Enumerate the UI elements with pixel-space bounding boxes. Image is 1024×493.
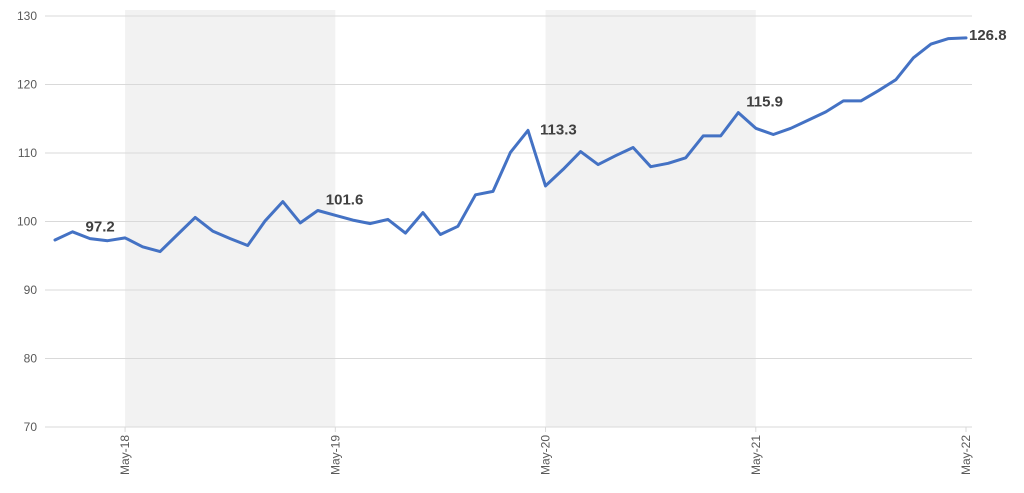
x-tick-label: May-18 bbox=[118, 435, 132, 475]
x-tick-label: May-19 bbox=[328, 435, 342, 475]
x-tick-label: May-21 bbox=[749, 435, 763, 475]
data-label: 126.8 bbox=[969, 27, 1007, 44]
data-label: 101.6 bbox=[326, 192, 364, 209]
x-axis: May-18 May-19 May-20 May-21 May-22 bbox=[118, 427, 973, 475]
shaded-bands bbox=[125, 10, 756, 427]
data-labels: 97.2 101.6 113.3 115.9 126.8 bbox=[86, 27, 1007, 236]
y-tick-label: 70 bbox=[24, 420, 38, 434]
shaded-band-1 bbox=[125, 10, 336, 427]
data-label: 97.2 bbox=[86, 219, 115, 236]
shaded-band-2 bbox=[545, 10, 756, 427]
y-tick-label: 120 bbox=[17, 78, 37, 92]
y-tick-label: 80 bbox=[24, 352, 38, 366]
x-tick-label: May-20 bbox=[539, 435, 553, 475]
y-axis: 70 80 90 100 110 120 130 bbox=[17, 9, 37, 434]
y-tick-label: 130 bbox=[17, 9, 37, 23]
y-tick-label: 90 bbox=[24, 283, 38, 297]
x-tick-label: May-22 bbox=[959, 435, 973, 475]
y-tick-label: 100 bbox=[17, 215, 37, 229]
y-tick-label: 110 bbox=[18, 146, 37, 160]
data-label: 113.3 bbox=[540, 121, 577, 138]
data-label: 115.9 bbox=[746, 94, 783, 111]
series-line bbox=[53, 36, 968, 254]
series bbox=[53, 36, 968, 254]
